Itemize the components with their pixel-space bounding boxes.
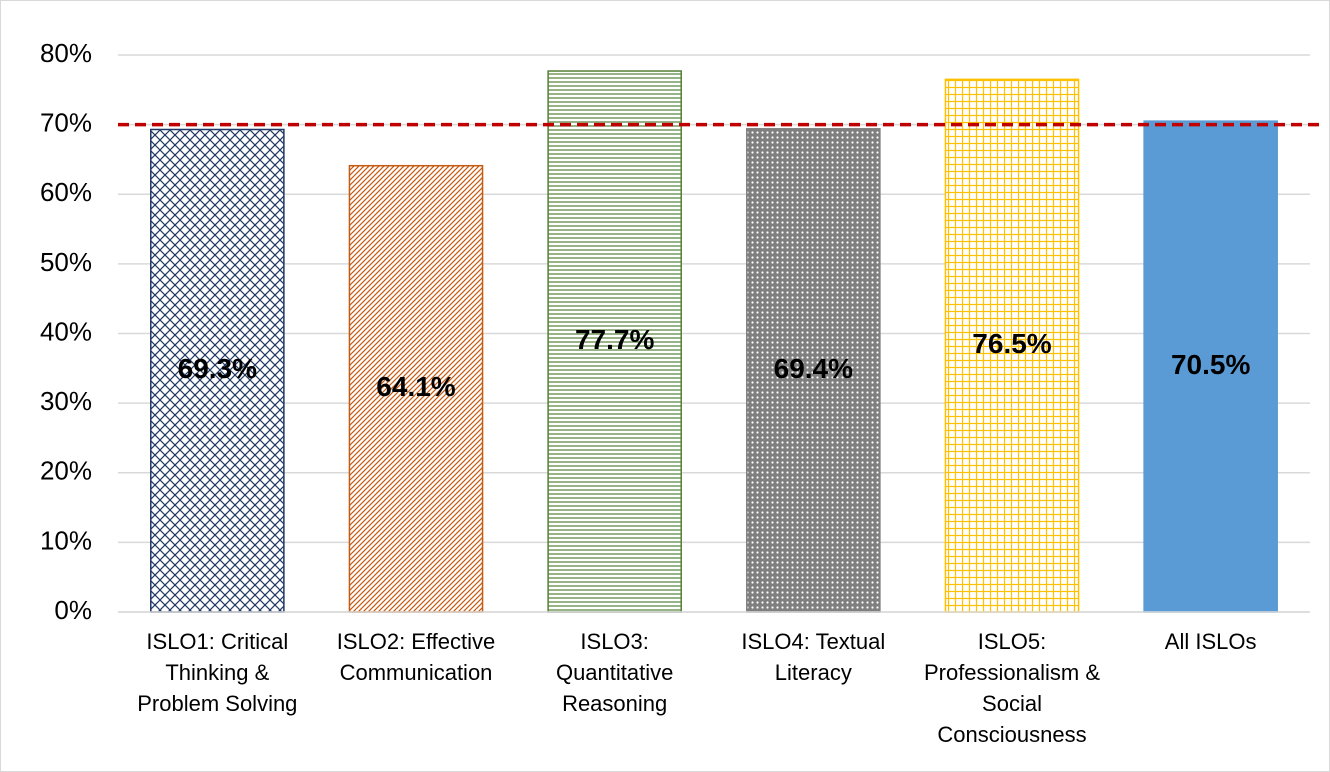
- x-tick-label: All ISLOs: [1164, 629, 1257, 654]
- bar: [150, 128, 285, 613]
- data-label: 69.3%: [178, 353, 257, 384]
- x-tick-label: ISLO1: Critical Thinking & Problem Solvi…: [137, 629, 298, 716]
- y-tick-label: 10%: [40, 525, 92, 555]
- bar: [1143, 120, 1278, 613]
- y-tick-label: 80%: [40, 38, 92, 68]
- x-tick-label: ISLO2: Effective Communication: [336, 629, 496, 685]
- y-tick-label: 70%: [40, 108, 92, 138]
- y-tick-label: 0%: [54, 595, 92, 625]
- bar: [547, 70, 682, 613]
- bar: [348, 164, 484, 613]
- data-label: 77.7%: [575, 324, 654, 355]
- bar: [746, 128, 881, 613]
- data-label: 69.4%: [774, 353, 853, 384]
- bar: [944, 78, 1080, 613]
- data-label: 76.5%: [972, 328, 1051, 359]
- y-tick-label: 20%: [40, 456, 92, 486]
- y-tick-label: 30%: [40, 386, 92, 416]
- data-label: 70.5%: [1171, 349, 1250, 380]
- x-tick-label: ISLO5: Professionalism & Social Consciou…: [923, 629, 1101, 747]
- x-tick-label: ISLO4: Textual Literacy: [741, 629, 886, 685]
- y-tick-label: 60%: [40, 177, 92, 207]
- data-label: 64.1%: [376, 371, 455, 402]
- x-tick-label: ISLO3: Quantitative Reasoning: [555, 629, 674, 716]
- y-tick-label: 40%: [40, 316, 92, 346]
- y-tick-label: 50%: [40, 247, 92, 277]
